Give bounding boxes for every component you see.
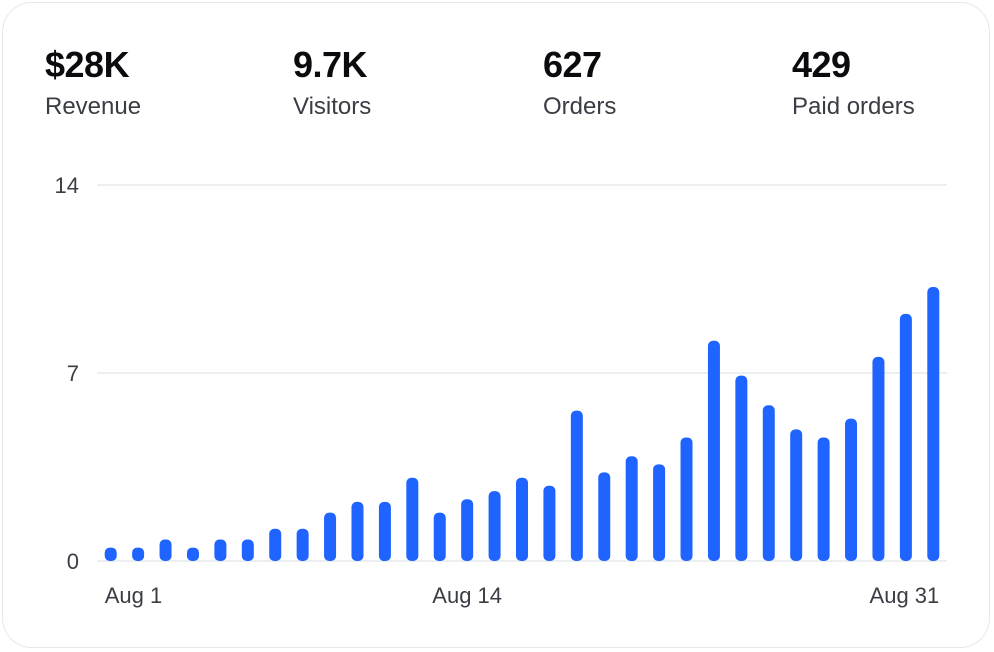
stat-label: Paid orders [792,93,915,120]
bar[interactable] [625,456,638,561]
y-tick-label: 0 [67,549,79,574]
bar[interactable] [296,528,309,561]
bar[interactable] [186,547,199,561]
stat-label: Orders [543,93,617,120]
orders-bar-chart: 0 7 14 Aug 1 Aug 14 Aug 31 [55,173,947,608]
bar[interactable] [214,539,227,561]
bar[interactable] [351,501,364,561]
bar[interactable] [735,375,748,561]
bar[interactable] [406,477,419,561]
bar[interactable] [570,410,583,561]
bar[interactable] [378,501,391,561]
bar[interactable] [680,437,693,561]
bar[interactable] [241,539,254,561]
stat-value: 429 [792,44,851,85]
bar[interactable] [872,356,885,561]
y-tick-label: 14 [55,173,79,198]
bar[interactable] [817,437,830,561]
bar[interactable] [269,528,282,561]
bar[interactable] [927,287,940,561]
stat-value: $28K [45,44,130,85]
stat-orders: 627 Orders [543,43,616,123]
bar[interactable] [132,547,145,561]
bar[interactable] [899,313,912,561]
bar[interactable] [845,418,858,561]
y-tick-label: 7 [67,361,79,386]
bar[interactable] [790,429,803,561]
stat-paid-orders: 429 Paid orders [792,43,915,123]
stat-visitors: 9.7K Visitors [293,43,371,123]
stat-label: Visitors [293,93,372,120]
stat-value: 9.7K [293,44,368,85]
stat-label: Revenue [45,93,142,120]
bar[interactable] [707,340,720,561]
bar[interactable] [159,539,172,561]
x-tick-label: Aug 31 [870,583,940,608]
bar[interactable] [516,477,528,561]
bar[interactable] [104,547,117,561]
bar[interactable] [598,472,611,561]
bar[interactable] [324,512,337,561]
bar[interactable] [543,485,556,561]
bar[interactable] [461,499,474,561]
stat-revenue: $28K Revenue [45,43,141,123]
bar[interactable] [488,491,501,561]
bar[interactable] [433,512,446,561]
bar[interactable] [653,464,666,561]
x-tick-label: Aug 1 [105,583,163,608]
bar[interactable] [762,405,775,561]
x-tick-label: Aug 14 [432,583,502,608]
stat-value: 627 [543,44,602,85]
